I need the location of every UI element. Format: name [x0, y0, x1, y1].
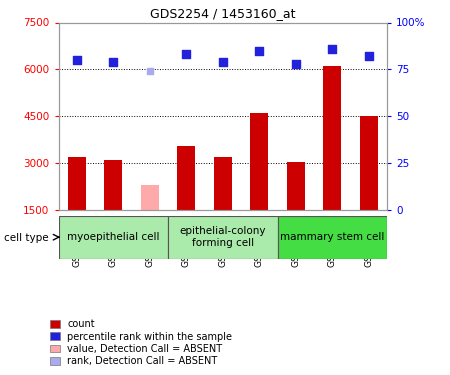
Legend: count, percentile rank within the sample, value, Detection Call = ABSENT, rank, : count, percentile rank within the sample…	[50, 319, 232, 366]
Bar	[360, 116, 378, 210]
Bar	[177, 146, 195, 210]
FancyBboxPatch shape	[278, 216, 387, 259]
Point	[219, 59, 226, 65]
Bar	[214, 157, 232, 210]
Point	[183, 51, 190, 57]
Bar	[104, 160, 122, 210]
Text: mammary stem cell: mammary stem cell	[280, 232, 384, 242]
Text: cell type: cell type	[4, 233, 49, 243]
Point	[110, 59, 117, 65]
Point	[328, 46, 336, 52]
Bar	[140, 185, 159, 210]
FancyBboxPatch shape	[168, 216, 278, 259]
Bar	[323, 66, 342, 210]
Text: epithelial-colony
forming cell: epithelial-colony forming cell	[180, 226, 266, 248]
Bar	[287, 162, 305, 210]
Point	[365, 53, 372, 59]
Point	[292, 61, 299, 67]
Point	[256, 48, 263, 54]
Bar	[68, 157, 86, 210]
Point	[73, 57, 81, 63]
FancyBboxPatch shape	[58, 216, 168, 259]
Bar	[250, 113, 268, 210]
Title: GDS2254 / 1453160_at: GDS2254 / 1453160_at	[150, 7, 296, 20]
Text: myoepithelial cell: myoepithelial cell	[67, 232, 159, 242]
Point	[146, 68, 153, 74]
